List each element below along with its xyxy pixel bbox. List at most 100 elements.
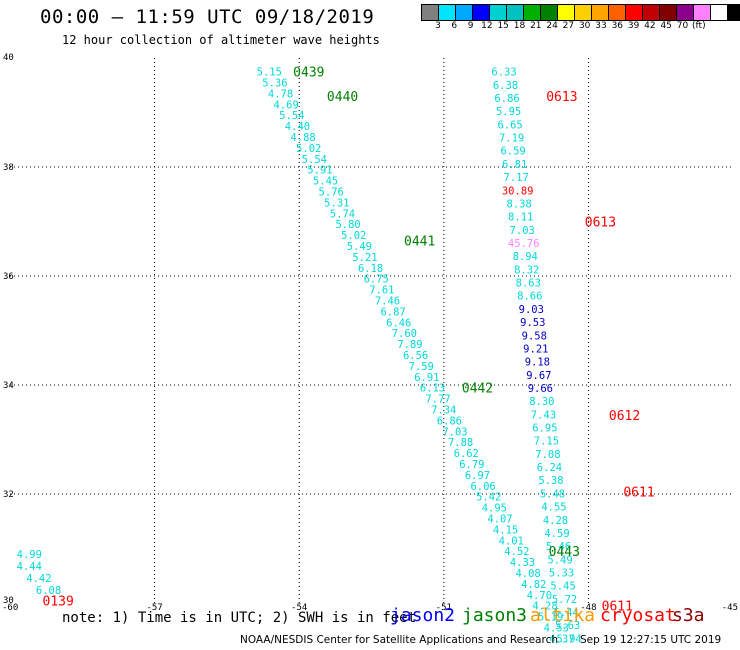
swh-value-cryosat: 7.15: [534, 436, 559, 448]
scale-label: 18: [513, 21, 526, 31]
swh-value-jason3: 5.54: [302, 154, 327, 166]
scale-label: 21: [530, 21, 542, 31]
swh-value-cryosat: 9.67: [526, 370, 551, 382]
swh-value-jason3: 4.37: [549, 633, 574, 645]
pass-time-label: 0613: [546, 90, 577, 105]
swh-value-jason3: 5.45: [313, 176, 338, 188]
swh-value-cryosat: 5.38: [538, 475, 563, 487]
swh-value-jason3: 5.15: [257, 67, 282, 79]
swh-value-jason3: 6.79: [459, 459, 484, 471]
swh-value-jason3: 4.78: [268, 88, 293, 100]
swh-value-cryosat: 5.49: [547, 554, 572, 566]
y-tick-label: 36: [3, 272, 14, 282]
swh-value-track-sw: 4.42: [26, 573, 51, 585]
pass-time-label: 0611: [602, 600, 633, 615]
y-tick-label: 38: [3, 163, 14, 173]
swh-value-jason3: 6.06: [470, 481, 495, 493]
swh-value-jason3: 7.46: [375, 296, 400, 308]
color-scale-labels: 3 6 9 12 15 18 21 24 27 30 33 36 39 42 45 70 (ft): [422, 21, 740, 33]
scale-swatch: [727, 4, 740, 21]
swh-value-jason3: 4.07: [487, 514, 512, 526]
swh-value-cryosat: 5.63: [555, 620, 580, 632]
scale-label: 3: [435, 21, 441, 31]
swh-value-jason3: 6.91: [414, 372, 439, 384]
swh-value-cryosat: 6.24: [537, 462, 562, 474]
pass-time-label: 0612: [609, 409, 640, 424]
swh-value-jason3: 5.76: [319, 187, 344, 199]
color-scale-bar: [421, 4, 740, 21]
legend-jason2: jason2: [390, 605, 456, 626]
swh-value-cryosat: 9.58: [522, 330, 547, 342]
swh-value-jason3: 7.34: [431, 405, 456, 417]
scale-label: 70: [676, 21, 689, 31]
swh-value-jason3: 7.03: [442, 426, 467, 438]
x-tick-label: -60: [2, 603, 18, 613]
swh-value-cryosat: 6.65: [497, 119, 522, 131]
x-tick-label: -45: [722, 603, 738, 613]
swh-value-jason3: 5.49: [347, 241, 372, 253]
swh-value-track-sw: 6.08: [36, 585, 61, 597]
swh-value-jason3: 6.56: [403, 350, 428, 362]
swh-value-jason3: 4.40: [285, 121, 310, 133]
swh-value-cryosat: 6.33: [491, 67, 516, 79]
x-tick-label: -54: [291, 603, 307, 613]
y-tick-label: 32: [3, 490, 14, 500]
swh-value-jason3: 6.87: [380, 306, 405, 318]
swh-value-jason3: 4.95: [482, 503, 507, 515]
swh-value-cryosat: 8.94: [513, 251, 538, 263]
swh-value-cryosat: 9.03: [519, 304, 544, 316]
swh-value-cryosat: 8.66: [517, 291, 542, 303]
swh-value-jason3: 4.01: [499, 535, 524, 547]
page-subtitle: 12 hour collection of altimeter wave hei…: [62, 33, 380, 47]
scale-label: 24: [546, 21, 558, 31]
swh-value-track-sw: 4.99: [17, 549, 42, 561]
swh-value-cryosat: 6.38: [493, 80, 518, 92]
swh-value-cryosat: 8.63: [516, 278, 541, 290]
swh-value-jason3: 5.91: [307, 165, 332, 177]
y-tick-label: 34: [3, 381, 14, 391]
plot-frame: [10, 58, 733, 603]
swh-value-cryosat: 30.89: [502, 185, 534, 197]
swh-value-jason3: 7.88: [448, 437, 473, 449]
scale-label: 45: [660, 21, 672, 31]
scale-label: (ft): [692, 21, 706, 31]
x-tick-label: -51: [436, 603, 452, 613]
y-tick-label: 30: [3, 596, 14, 606]
generated-timestamp: Sep 19 12:27:15 UTC 2019: [580, 634, 722, 646]
swh-value-cryosat: 5.48: [540, 488, 565, 500]
scale-label: 39: [627, 21, 640, 31]
x-tick-label: -57: [146, 603, 162, 613]
swh-value-jason3: 7.77: [425, 394, 450, 406]
swh-value-jason3: 4.15: [493, 524, 518, 536]
swh-value-cryosat: 4.28: [543, 515, 568, 527]
swh-value-cryosat: 8.11: [508, 212, 533, 224]
swh-value-cryosat: 5.72: [552, 594, 577, 606]
legend-jason3: jason3: [462, 605, 528, 626]
swh-value-cryosat: 5.95: [496, 106, 521, 118]
swh-value-cryosat: 5.94: [556, 633, 581, 645]
legend-s3a: s3a: [672, 605, 705, 626]
swh-value-cryosat: 6.95: [532, 423, 557, 435]
swh-value-jason3: 7.89: [397, 339, 422, 351]
y-tick-label: 40: [3, 53, 14, 63]
swh-value-jason3: 6.86: [437, 415, 462, 427]
swh-value-cryosat: 9.18: [525, 357, 550, 369]
swh-value-cryosat: 5.45: [550, 581, 575, 593]
swh-value-jason3: 4.28: [532, 601, 557, 613]
swh-value-jason3: 7.60: [392, 328, 417, 340]
swh-value-jason3: 7.59: [409, 361, 434, 373]
swh-value-jason3: 4.33: [510, 557, 535, 569]
swh-value-jason3: 4.69: [274, 99, 299, 111]
scale-label: 30: [578, 21, 591, 31]
swh-value-cryosat: 6.81: [502, 159, 527, 171]
x-tick-label: -48: [580, 603, 596, 613]
swh-value-cryosat: 7.43: [531, 409, 556, 421]
swh-value-cryosat: 4.55: [541, 502, 566, 514]
swh-value-jason3: 5.31: [324, 197, 349, 209]
swh-value-cryosat: 9.53: [520, 317, 545, 329]
swh-value-jason3: 6.18: [358, 263, 383, 275]
swh-value-cryosat: 8.30: [529, 396, 554, 408]
pass-time-label: 0440: [327, 90, 358, 105]
